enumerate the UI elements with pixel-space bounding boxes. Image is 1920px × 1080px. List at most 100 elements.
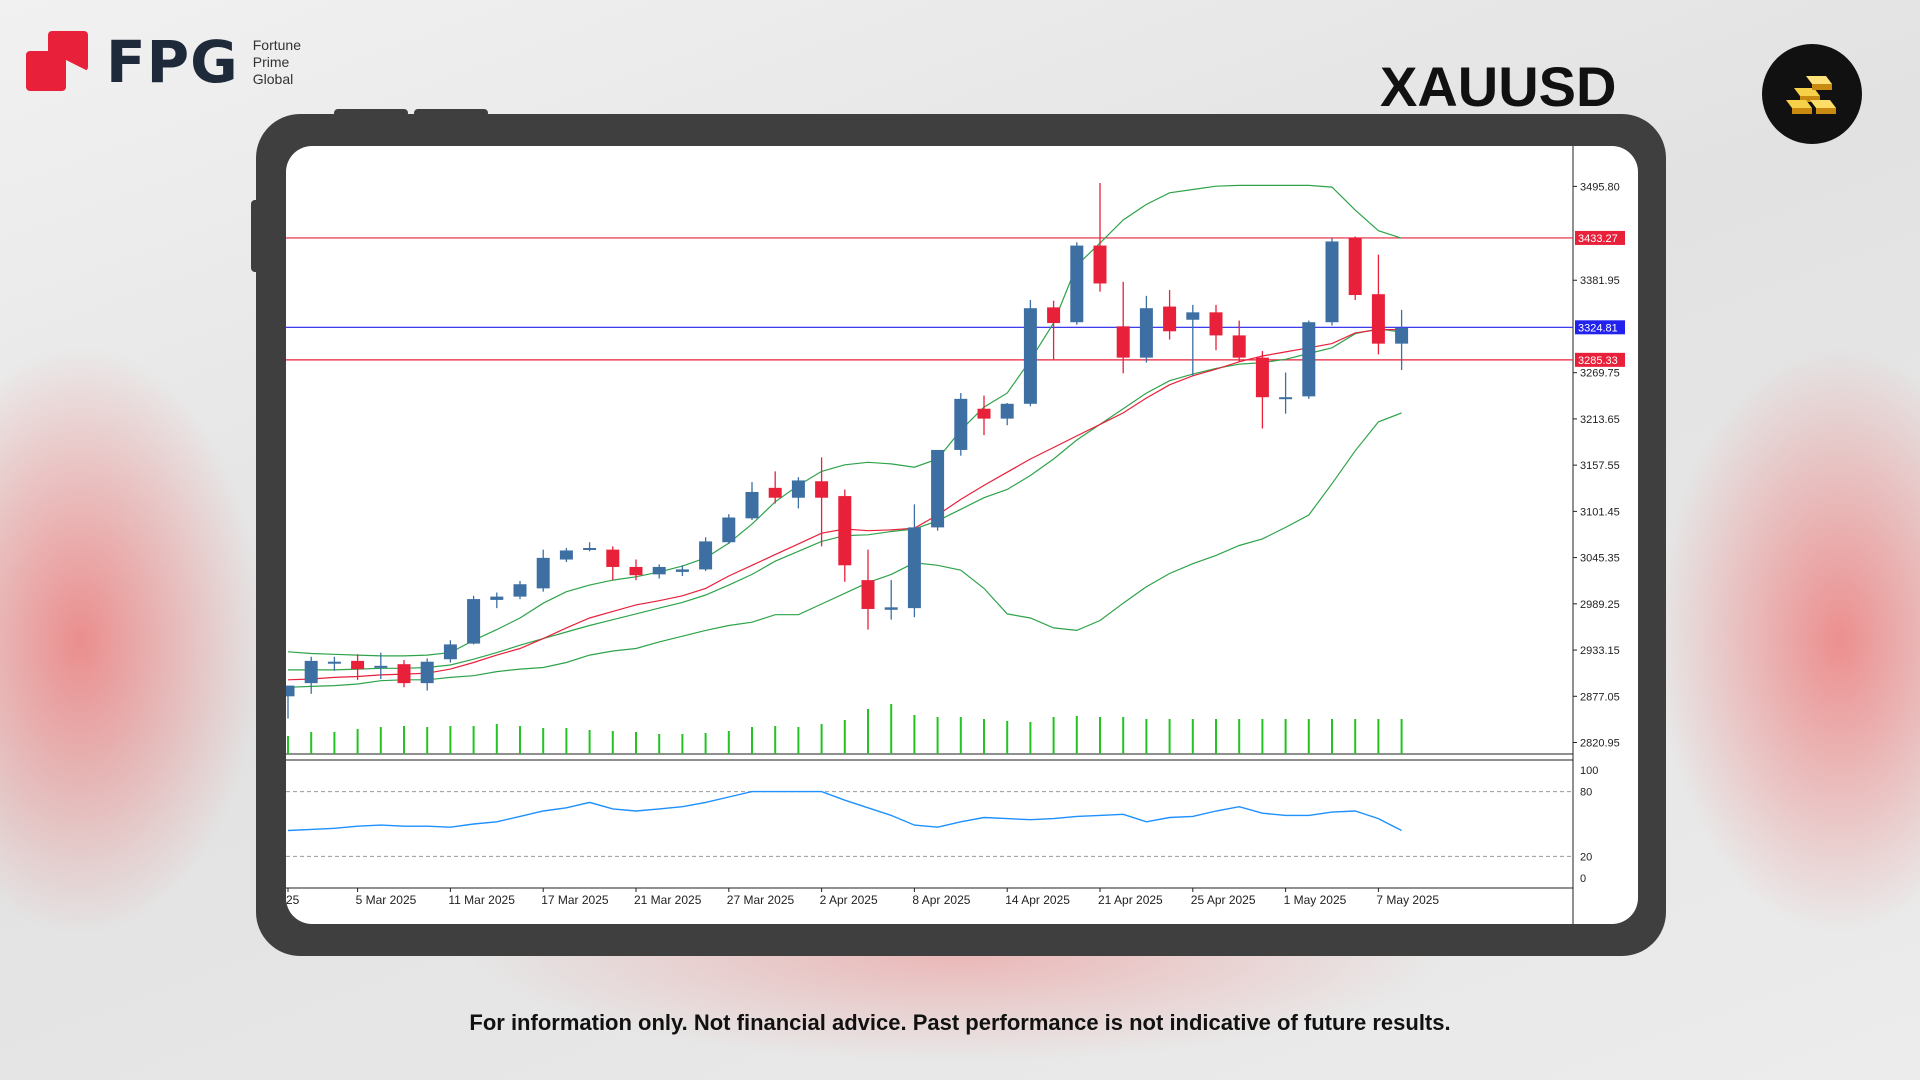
candle [443, 640, 457, 663]
candle [1070, 242, 1084, 325]
candle-body [1139, 308, 1153, 358]
indicator-line [287, 790, 1402, 832]
indicator-level-label: 100 [1580, 765, 1598, 777]
candle-body [954, 398, 968, 450]
bollinger-upper-line [287, 184, 1402, 657]
tablet-top-button-1 [334, 109, 408, 117]
candle-body [583, 547, 597, 550]
y-tick-label: 2989.25 [1580, 599, 1620, 611]
y-tick-label: 2933.15 [1580, 645, 1620, 657]
candle-body [490, 596, 504, 600]
price-chart: 3495.80 3381.95 3269.75 3213.65 3157.55 3101.… [286, 146, 1625, 924]
candle-body [1232, 335, 1246, 358]
candle-body [629, 566, 643, 576]
candle-body [1047, 307, 1061, 324]
candle [1023, 299, 1037, 407]
candle-body [1209, 312, 1223, 336]
candle-body [931, 449, 945, 528]
candle-body [1116, 326, 1130, 358]
brand-subtitle: Fortune Prime Global [253, 37, 301, 88]
candle-body [838, 496, 852, 566]
price-label: 3285.33 [1578, 355, 1618, 367]
candle [699, 537, 713, 572]
candle [722, 514, 736, 544]
candle-body [977, 408, 991, 419]
candle-body [1093, 245, 1107, 284]
candle [1395, 309, 1409, 371]
candle [490, 592, 504, 609]
candle-body [467, 599, 481, 644]
candle [606, 546, 620, 581]
candle-body [1325, 241, 1339, 323]
candle-body [374, 665, 388, 668]
y-tick-label: 3269.75 [1580, 368, 1620, 380]
price-label-box [1575, 320, 1625, 335]
candle-body [907, 527, 921, 609]
candle [931, 449, 945, 531]
tablet-side-button [251, 200, 259, 272]
candle [1279, 372, 1293, 414]
candle-body [304, 660, 318, 684]
candle [374, 652, 388, 680]
bollinger-lower-line [287, 412, 1402, 688]
candle-body [861, 580, 875, 609]
candle-body [1000, 403, 1014, 419]
candle [467, 595, 481, 645]
candle [791, 477, 805, 509]
y-tick-label: 3213.65 [1580, 414, 1620, 426]
fpg-logo: FPG Fortune Prime Global [26, 28, 301, 96]
x-tick-label: 21 Apr 2025 [1098, 893, 1163, 907]
candle [420, 658, 434, 691]
x-tick-label: 8 Apr 2025 [912, 893, 970, 907]
x-tick-label: 2 Apr 2025 [820, 893, 878, 907]
x-tick-label: 25 [286, 893, 300, 907]
candle-body [884, 607, 898, 610]
brand-sub-line-1: Fortune [252, 36, 301, 53]
candle [1093, 182, 1107, 292]
candle [977, 395, 991, 436]
candle [304, 656, 318, 694]
tablet-top-button-2 [414, 109, 488, 117]
candle [1047, 300, 1061, 360]
chart-screen: 3495.80 3381.95 3269.75 3213.65 3157.55 3101.… [286, 146, 1638, 924]
symbol-title: XAUUSD [1380, 55, 1617, 118]
candle [907, 504, 921, 618]
candle-body [443, 644, 457, 660]
candle-body [351, 660, 365, 670]
brand-sub-line-2: Prime [252, 53, 290, 70]
candle-body [699, 541, 713, 570]
candle-body [745, 491, 759, 519]
candle [583, 542, 597, 552]
x-tick-label: 7 May 2025 [1376, 893, 1439, 907]
candle-body [606, 549, 620, 567]
x-tick-label: 27 Mar 2025 [727, 893, 795, 907]
disclaimer-text: For information only. Not financial advi… [469, 1010, 1451, 1035]
price-label: 3324.81 [1578, 322, 1618, 334]
candle [1000, 402, 1014, 426]
candle [861, 549, 875, 630]
candle [513, 580, 527, 600]
candle [768, 471, 782, 504]
candle-body [791, 480, 805, 498]
candle [536, 549, 550, 592]
brand-name: FPG [106, 28, 239, 96]
candle [351, 654, 365, 680]
candle [815, 457, 829, 547]
candle [1232, 320, 1246, 362]
candle-body [286, 685, 295, 697]
x-tick-label: 21 Mar 2025 [634, 893, 702, 907]
candle-body [1395, 327, 1409, 344]
candle-body [513, 584, 527, 597]
candle-body [1279, 397, 1293, 400]
candle [1348, 236, 1362, 300]
candle [652, 564, 666, 579]
y-tick-label: 3495.80 [1580, 181, 1620, 193]
candle-body [1070, 245, 1084, 323]
candle [745, 482, 759, 520]
candle [1302, 320, 1316, 399]
gold-bars-icon [1762, 44, 1862, 144]
candle [1209, 304, 1223, 351]
candle-body [559, 550, 573, 560]
x-tick-label: 5 Mar 2025 [356, 893, 417, 907]
price-label-box [1575, 230, 1625, 245]
